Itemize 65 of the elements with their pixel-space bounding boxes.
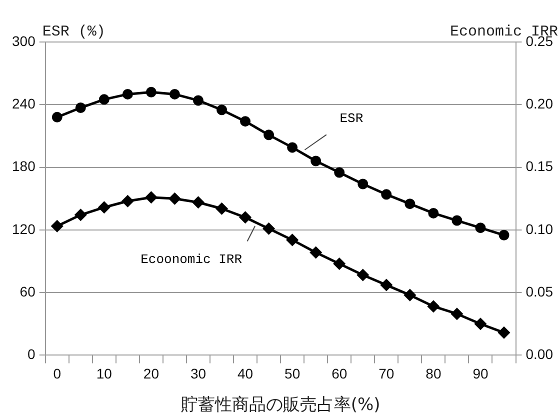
x-axis-title: 貯蓄性商品の販売占率(%) [180,394,380,415]
point [287,142,298,153]
point [310,246,322,258]
text: ESR [340,110,364,126]
point [404,198,416,210]
point [98,94,110,105]
x-tick-label: 30 [190,365,206,382]
point [286,234,298,246]
point [263,222,275,234]
point [216,202,228,214]
point [452,215,462,226]
point [310,156,322,166]
point [334,258,346,270]
y2-tick-label: 0.10 [526,220,554,237]
y2-tick-label: 0.05 [526,283,554,300]
point [358,178,368,190]
x-tick-label: 0 [53,365,62,382]
y-tick-label: 180 [12,158,36,174]
x-tick-label: 10 [96,365,112,382]
x-tick-label: 90 [472,365,488,382]
y-tick-label: 240 [12,96,36,112]
point [451,308,463,320]
point [169,88,180,100]
y2-tick-label: 0.20 [526,96,554,112]
point [240,212,252,224]
y-tick-label: 300 [12,32,36,49]
point [357,269,369,281]
point [192,95,204,106]
y2-tick-label: 0.15 [526,158,554,174]
point [52,112,62,122]
point [264,130,274,140]
point [192,196,204,208]
y2-tick-label: 0.00 [526,346,554,362]
text: Ecoonomic IRR [140,252,242,267]
point [168,192,180,204]
point [122,195,134,207]
point [240,116,251,127]
point [74,209,86,221]
x-tick-label: 60 [332,365,348,382]
x-tick-label: 50 [284,365,300,382]
point [474,318,486,330]
y-axis-title: ESR (%) [42,23,106,40]
point [498,326,510,338]
point [498,230,510,240]
point [334,167,345,178]
point [380,279,392,291]
x-tick-label: 70 [378,365,394,382]
point [404,289,416,301]
point [146,86,156,98]
y-tick-label: 120 [12,220,36,237]
point [381,189,392,200]
point [122,88,133,100]
point [145,192,157,204]
y-tick-label: 0 [28,346,36,362]
point [428,300,440,312]
point [98,202,110,214]
x-tick-label: 20 [143,365,160,382]
x-tick-label: 40 [237,365,254,382]
x-tick-label: 80 [426,365,442,382]
point [475,222,486,234]
point [428,208,439,218]
point [216,104,228,116]
point [51,220,63,232]
point [75,102,86,114]
y-tick-label: 60 [20,283,36,300]
